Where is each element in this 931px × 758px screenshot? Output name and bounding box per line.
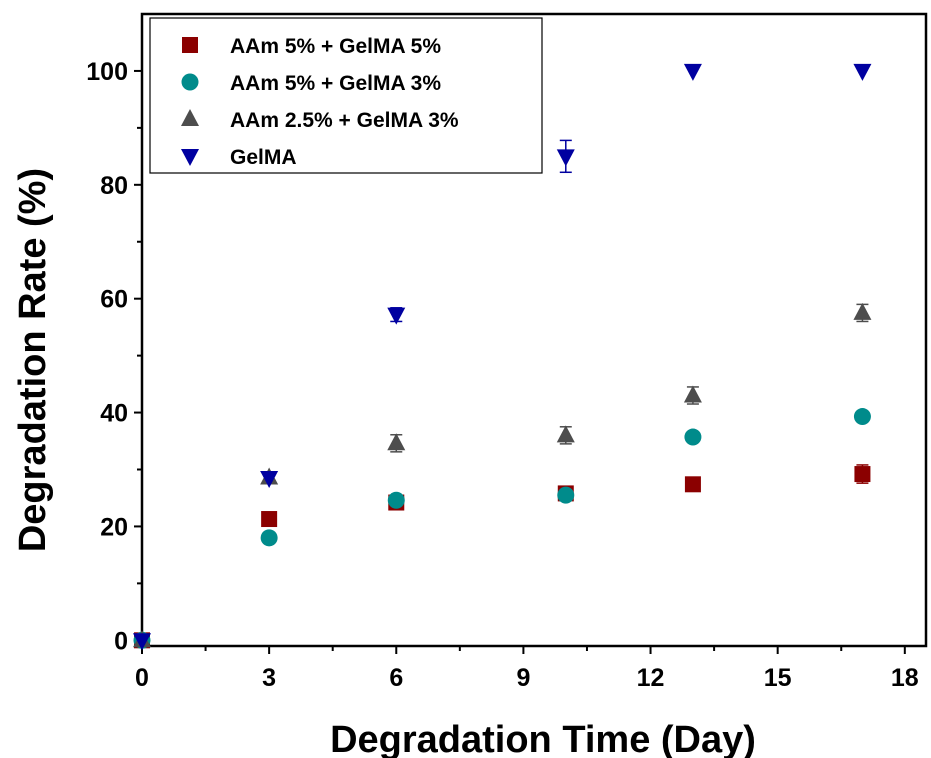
legend-label: GelMA	[230, 146, 297, 169]
data-point	[683, 385, 702, 403]
plot-frame	[140, 12, 928, 648]
x-tick-label: 18	[891, 664, 919, 692]
data-point	[853, 408, 871, 426]
y-tick-label: 60	[100, 286, 128, 314]
data-point	[556, 149, 575, 167]
x-tick-label: 3	[262, 664, 276, 692]
series-4	[133, 63, 872, 651]
data-point	[260, 471, 279, 489]
x-tick-label: 12	[637, 664, 665, 692]
series-1	[134, 464, 871, 649]
legend-marker	[181, 109, 199, 126]
data-point	[684, 428, 702, 446]
y-tick-label: 0	[114, 627, 128, 655]
data-point	[387, 491, 405, 509]
data-point	[260, 529, 278, 547]
data-point	[556, 425, 575, 443]
data-point	[387, 433, 406, 451]
data-point	[683, 63, 702, 81]
legend-marker	[181, 73, 199, 91]
tick-marks	[134, 69, 906, 654]
y-tick-label: 20	[100, 513, 128, 541]
x-tick-label: 0	[135, 664, 149, 692]
y-axis-title: Degradation Rate (%)	[12, 168, 54, 552]
data-point	[387, 307, 406, 325]
series-2	[133, 408, 871, 649]
series-3	[133, 302, 872, 648]
legend-label: AAm 5% + GelMA 3%	[230, 72, 441, 95]
legend-item: AAm 5% + GelMA 3%	[181, 72, 441, 95]
x-axis-title: Degradation Time (Day)	[330, 719, 756, 758]
legend: AAm 5% + GelMA 5% AAm 5% + GelMA 3% AAm 2.…	[149, 17, 543, 174]
tick-labels: 0 3 6 9 12 15 18 0 20 40 60 80 100	[86, 58, 919, 692]
legend-marker	[182, 37, 198, 53]
data-point	[261, 511, 278, 528]
legend-item: AAm 2.5% + GelMA 3%	[181, 109, 459, 132]
axes-frame	[140, 12, 928, 648]
legend-marker	[181, 149, 199, 166]
data-points	[133, 63, 872, 651]
legend-item: AAm 5% + GelMA 5%	[182, 35, 441, 58]
legend-item: GelMA	[181, 146, 297, 169]
y-tick-label: 80	[100, 172, 128, 200]
x-tick-label: 9	[516, 664, 530, 692]
data-point	[557, 486, 575, 504]
x-tick-label: 15	[764, 664, 792, 692]
y-tick-label: 100	[86, 58, 128, 86]
data-point	[684, 476, 701, 493]
legend-box	[149, 17, 543, 174]
y-tick-label: 40	[100, 400, 128, 428]
data-point	[854, 466, 871, 483]
data-point	[853, 302, 872, 320]
x-tick-label: 6	[389, 664, 403, 692]
legend-label: AAm 2.5% + GelMA 3%	[230, 109, 459, 132]
data-point	[133, 633, 151, 651]
data-point	[853, 63, 872, 81]
legend-label: AAm 5% + GelMA 5%	[230, 35, 441, 58]
